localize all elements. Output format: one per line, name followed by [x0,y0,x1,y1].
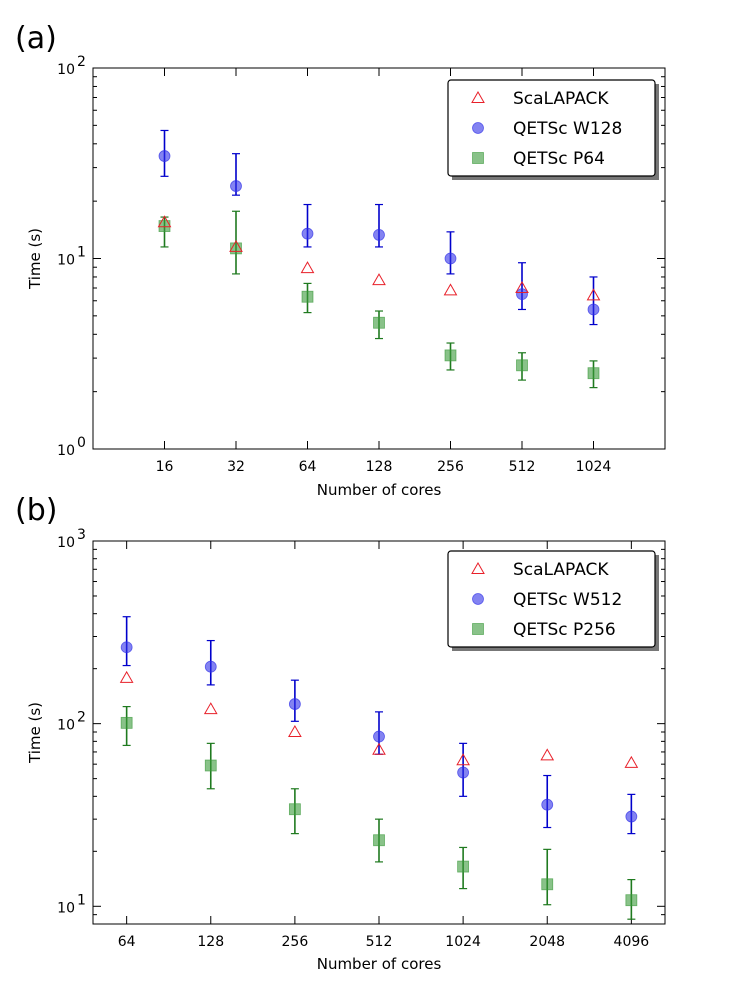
data-point [372,273,386,286]
panel-a-label: (a) [15,21,57,56]
x-tick-label: 128 [366,459,393,475]
x-tick-label: 16 [156,459,174,475]
x-tick-label: 32 [227,459,245,475]
y-tick-exponent: 1 [77,892,86,908]
data-point [624,755,639,768]
data-point [444,252,457,265]
x-axis-label: Number of cores [317,481,442,499]
legend-marker [471,561,485,574]
x-tick-label: 1024 [445,934,481,950]
data-point [516,359,528,372]
data-point [541,798,554,811]
data-point [120,716,133,729]
data-point [516,288,528,301]
data-point [204,759,217,772]
data-point [119,670,134,683]
series-scalapack [119,670,639,768]
data-point [587,367,600,380]
legend-marker [471,90,485,103]
legend-label: QETSc P256 [513,620,616,640]
x-tick-label: 256 [282,934,309,950]
x-tick-label: 128 [197,934,224,950]
legend-label: ScaLAPACK [513,89,609,109]
data-point [230,242,242,255]
y-axis-label: Time (s) [26,228,44,290]
data-point [625,810,638,823]
y-tick-label: 10 [57,443,75,459]
legend-marker [472,152,484,164]
data-point [373,834,385,847]
data-point [230,180,242,192]
legend-box [447,79,656,177]
x-tick-label: 256 [437,459,464,475]
data-point [203,702,218,715]
y-axis-label: Time (s) [26,702,44,764]
data-point [443,283,458,296]
data-point [204,660,217,673]
y-tick-exponent: 0 [77,435,86,451]
data-point [373,730,385,743]
x-tick-label: 64 [299,459,317,475]
x-tick-label: 512 [509,459,536,475]
data-point [625,894,638,907]
data-point [456,753,470,766]
data-point [300,261,315,274]
legend: ScaLAPACK QETSc W128 QETSc P64 [447,79,659,180]
x-tick-label: 2048 [529,934,565,950]
series-scalapack [157,215,601,301]
series-qetsc-w128 [158,129,600,326]
data-point [372,742,386,755]
legend-marker [472,593,484,605]
legend: ScaLAPACK QETSc W512 QETSc P256 [447,550,659,651]
series-qetsc-w512 [120,616,638,835]
data-point [541,878,554,891]
legend-label: ScaLAPACK [513,560,609,580]
legend-marker [472,623,484,635]
x-tick-label: 1024 [576,459,612,475]
panel-b-label: (b) [15,493,57,528]
legend-label: QETSc P64 [513,149,605,169]
x-axis-label: Number of cores [317,955,442,973]
x-tick-label: 64 [118,934,136,950]
data-point [444,349,457,362]
data-point [120,641,133,654]
legend-box [447,550,656,648]
y-tick-exponent: 1 [77,245,86,261]
legend-marker [472,122,484,134]
legend-label: QETSc W128 [513,119,622,139]
y-tick-label: 10 [57,62,75,78]
data-point [301,227,314,240]
data-point [540,748,555,761]
y-tick-label: 10 [57,253,75,269]
data-point [457,766,470,779]
series-qetsc-p64 [158,210,600,389]
y-tick-exponent: 2 [77,54,86,70]
data-point [157,215,172,228]
data-point [288,724,302,738]
data-point [586,288,601,301]
y-tick-exponent: 3 [77,527,86,543]
series-qetsc-p256 [120,705,638,920]
data-point [515,281,529,294]
data-point [288,803,301,816]
legend-label: QETSc W512 [513,590,622,610]
y-tick-label: 10 [57,900,75,916]
x-tick-label: 512 [366,934,393,950]
data-point [373,316,385,329]
data-point [587,303,600,316]
y-tick-label: 10 [57,535,75,551]
y-tick-exponent: 2 [77,710,86,726]
data-point [301,290,314,303]
data-point [373,229,385,241]
data-point [229,239,243,252]
y-tick-label: 10 [57,718,75,734]
data-point [457,860,470,873]
x-tick-label: 4096 [614,934,650,950]
data-point [158,150,171,162]
data-point [288,698,301,710]
